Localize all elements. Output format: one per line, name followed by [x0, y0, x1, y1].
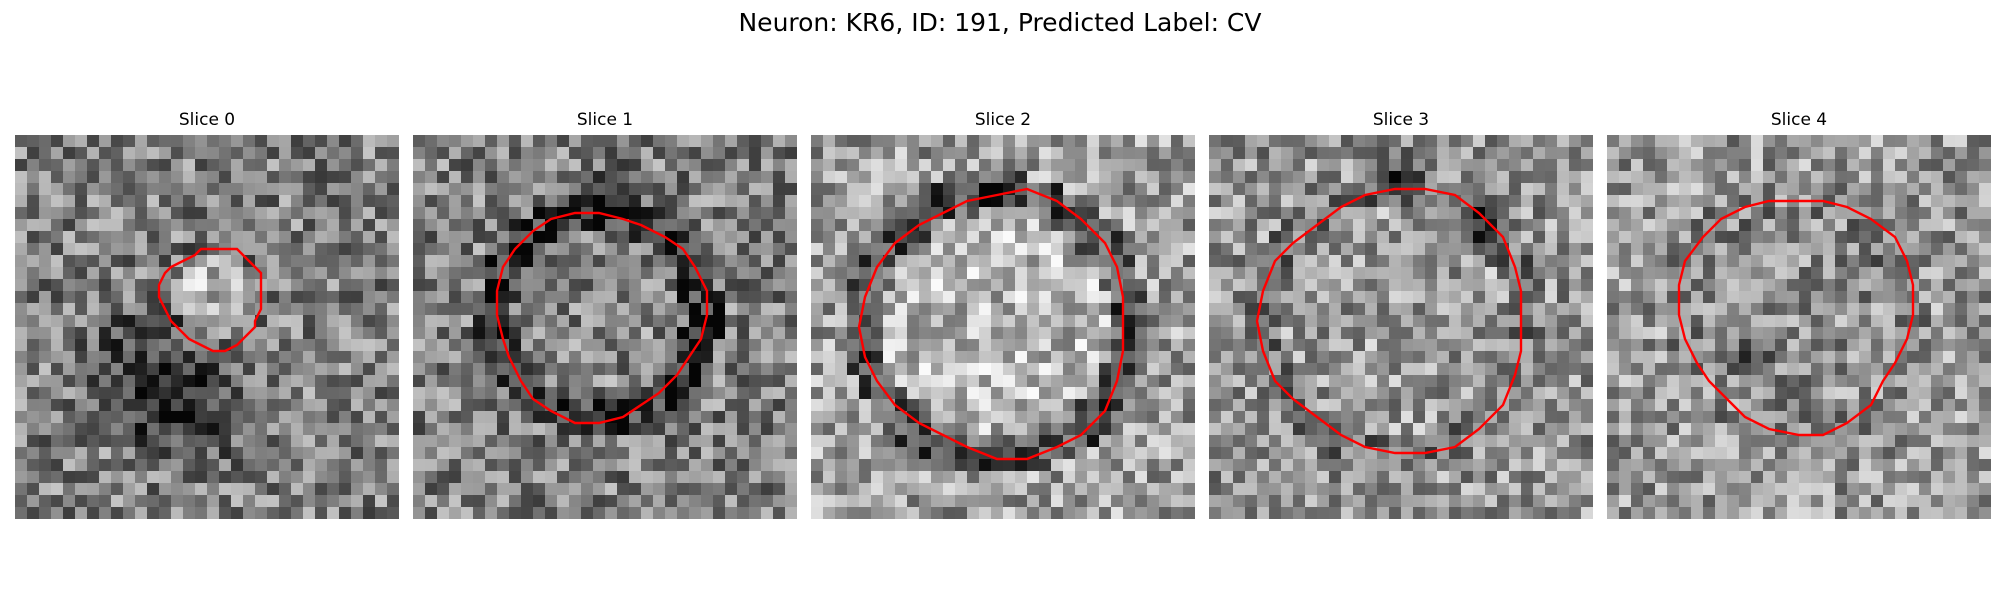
slice-panel-1: Slice 1	[413, 108, 797, 519]
slice-title: Slice 4	[1770, 110, 1828, 130]
slice-panel-4: Slice 4	[1607, 108, 1991, 519]
pixel-grid	[811, 135, 1195, 519]
slice-image	[1209, 135, 1593, 519]
slice-title: Slice 0	[178, 110, 236, 130]
segmentation-contour	[157, 247, 263, 353]
figure-title: Neuron: KR6, ID: 191, Predicted Label: C…	[738, 8, 1262, 37]
slice-image	[15, 135, 399, 519]
slice-panel-3: Slice 3	[1209, 108, 1593, 519]
pixel-grid	[413, 135, 797, 519]
pixel-grid	[1209, 135, 1593, 519]
segmentation-contour	[857, 187, 1125, 461]
slice-panel-0: Slice 0	[15, 108, 399, 519]
slice-title: Slice 2	[974, 110, 1032, 130]
slice-image	[413, 135, 797, 519]
slice-panel-2: Slice 2	[811, 108, 1195, 519]
slice-image	[1607, 135, 1991, 519]
slice-title: Slice 1	[576, 110, 634, 130]
segmentation-contour	[495, 211, 709, 425]
slice-title: Slice 3	[1372, 110, 1430, 130]
pixel-grid	[15, 135, 399, 519]
segmentation-contour	[1255, 187, 1523, 455]
segmentation-contour	[1677, 199, 1915, 437]
slice-image	[811, 135, 1195, 519]
pixel-grid	[1607, 135, 1991, 519]
